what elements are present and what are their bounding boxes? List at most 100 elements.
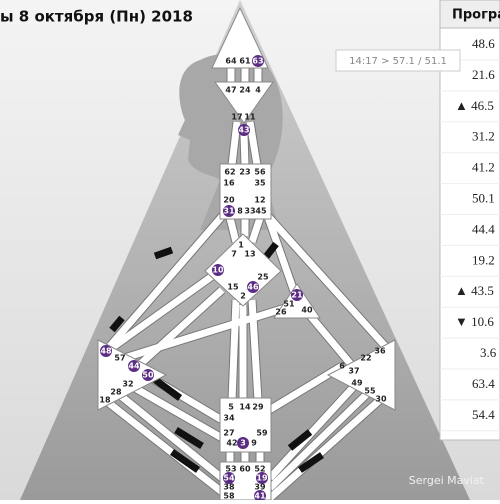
channel-active [170,449,200,473]
panel-row: ▲ 46.5 [455,98,494,113]
gate-label: 51 [283,300,295,309]
gate-label: 14 [239,403,251,412]
channel [103,269,221,355]
gate-label: 50 [142,371,154,380]
gate-label: 40 [301,306,313,315]
channel [226,217,240,243]
gate-label: 19 [256,474,268,483]
credit: Sergei Maviat [409,474,485,487]
gate-label: 42 [226,439,237,448]
gate-label: 2 [240,292,246,301]
panel-header-bg [439,0,500,29]
gate-label: 21 [291,291,303,300]
channel [240,134,249,166]
channel [126,380,224,442]
gate-label: 5 [228,403,234,412]
channel-active [153,246,174,260]
channel [263,211,388,349]
panel-row: 48.6 [472,36,495,51]
gate-label: 54 [223,474,235,483]
title: ы 8 октября (Пн) 2018 [0,8,193,26]
channel [228,121,241,166]
gate-label: 20 [223,196,235,205]
tooltip: 14:17 > 57.1 / 51.1 [335,49,461,72]
channel [246,121,261,166]
gate-label: 16 [223,179,235,188]
panel-row: 54.4 [472,407,495,422]
gate-label: 18 [99,396,111,405]
gate-label: 58 [223,492,235,501]
channel [228,299,240,401]
channel [133,287,225,371]
panel-row: 21.6 [472,67,495,82]
panel-row: 44.4 [472,221,495,236]
gate-label: 45 [255,207,267,216]
gate-label: 24 [239,86,251,95]
gate-label: 17 [231,113,242,122]
gate-label: 26 [275,308,287,317]
channel [267,380,360,481]
gate-label: 4 [255,86,261,95]
gate-label: 59 [256,429,268,438]
channel [116,304,287,364]
gate-marker [212,264,224,276]
channel [113,389,225,481]
gate-label: 44 [128,362,140,371]
gate-label: 35 [254,179,266,188]
channel [304,309,357,371]
gate-label: 53 [225,465,236,474]
channel [107,211,227,349]
channel-active [298,452,324,473]
panel-row: 41.2 [472,160,495,175]
gate-label: 1 [238,241,244,250]
gate-marker [247,281,259,293]
gate-label: 33 [244,207,255,216]
panel-row: ▲ 43.5 [455,283,494,298]
channel-active [109,315,125,333]
channel [248,216,264,244]
gate-label: 15 [227,283,239,292]
channel [264,363,344,415]
gate-label: 49 [351,379,363,388]
panel-header: Програ [452,8,500,23]
channel-active [287,429,313,451]
solar-center [326,339,396,411]
panel-bg [439,0,500,441]
gate-label: 27 [223,429,234,438]
gate-label: 62 [224,168,235,177]
tooltip-text: 14:17 > 57.1 / 51.1 [349,56,447,67]
gate-label: 23 [239,168,250,177]
gate-label: 56 [254,168,266,177]
ajna-center [214,81,274,124]
gate-label: 60 [239,465,251,474]
panel-rows: 48.6 21.6 ▲ 46.5 31.2 41.2 50.1 44.4 19.2 ▲ 43.5… [440,36,500,432]
gate-label: 64 [225,57,237,66]
gate-marker [223,472,235,484]
gate-marker [254,490,266,502]
channels [102,68,389,502]
head-center [211,6,269,69]
g-center [204,233,282,307]
gate-label: 55 [364,387,376,396]
gate-marker [238,124,250,136]
gate-label: 47 [225,86,236,95]
gate-label: 25 [257,273,269,282]
gate-label: 43 [238,126,249,135]
panel-row: 50.1 [472,190,495,205]
panel-row: 31.2 [472,129,495,144]
gate-marker [256,472,268,484]
gate-label: 38 [223,483,235,492]
spleen-center [97,339,168,411]
gate-label: 30 [375,395,387,404]
gate-label: 41 [254,492,266,501]
channel [102,397,225,495]
gate-label: 52 [254,465,265,474]
channel [267,396,384,501]
gate-label: 31 [223,207,235,216]
gate-label: 39 [254,483,266,492]
gate-label: 6 [339,362,345,371]
gate-label: 32 [122,380,133,389]
gate-label: 13 [244,250,255,259]
